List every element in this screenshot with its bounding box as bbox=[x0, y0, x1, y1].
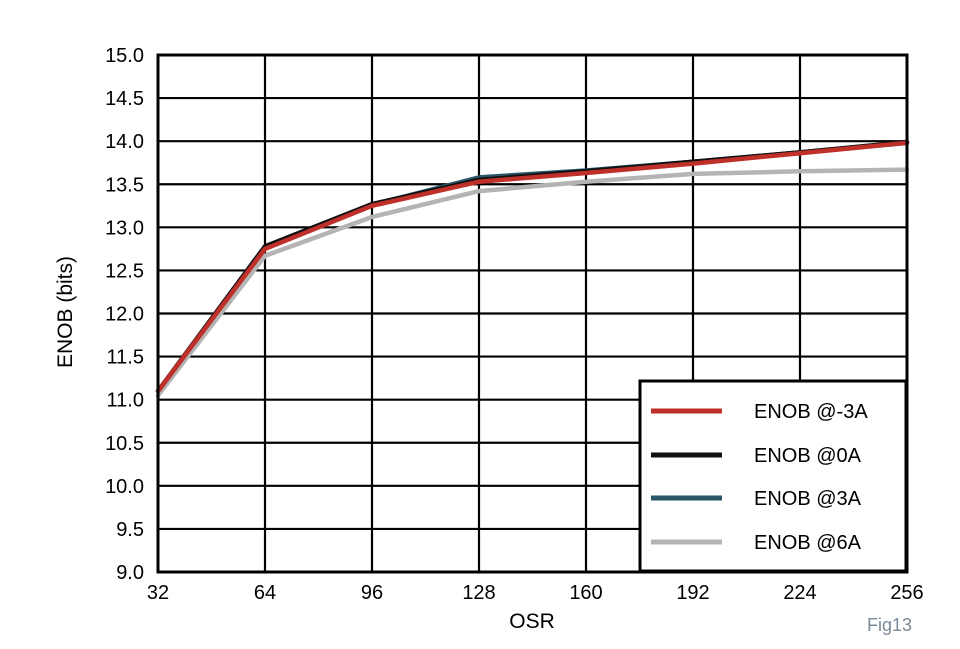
y-tick-label: 11.0 bbox=[107, 390, 144, 412]
figure-label: Fig13 bbox=[867, 615, 912, 635]
legend-item: ENOB @6A bbox=[651, 532, 862, 554]
series-line bbox=[155, 167, 910, 398]
legend-item: ENOB @3A bbox=[651, 488, 862, 510]
y-axis-title: ENOB (bits) bbox=[54, 256, 77, 368]
y-tick-labels: 9.0 9.5 10.0 10.5 11.0 11.5 12.0 12.5 13.0 13.5 14… bbox=[105, 45, 144, 584]
y-tick-label: 14.5 bbox=[105, 88, 144, 110]
y-tick-label: 14.0 bbox=[105, 131, 144, 153]
x-tick-label: 224 bbox=[783, 582, 816, 604]
x-axis-title: OSR bbox=[509, 610, 555, 633]
x-tick-label: 96 bbox=[361, 582, 383, 604]
plot-frame bbox=[156, 53, 909, 574]
y-tick-label: 11.5 bbox=[107, 347, 144, 369]
y-tick-label: 9.0 bbox=[116, 562, 144, 584]
x-tick-label: 256 bbox=[890, 582, 923, 604]
x-tick-label: 160 bbox=[569, 582, 602, 604]
x-tick-label: 32 bbox=[147, 582, 169, 604]
y-tick-label: 13.5 bbox=[105, 174, 144, 196]
series-line bbox=[155, 140, 910, 394]
legend-item: ENOB @-3A bbox=[651, 401, 868, 423]
legend-label: ENOB @3A bbox=[754, 488, 862, 510]
y-tick-label: 12.5 bbox=[105, 260, 144, 282]
legend-label: ENOB @6A bbox=[754, 532, 862, 554]
legend-item: ENOB @0A bbox=[651, 445, 862, 467]
x-tick-labels: 32 64 96 128 160 192 224 256 bbox=[147, 582, 924, 604]
y-tick-label: 9.5 bbox=[116, 519, 144, 541]
y-tick-label: 12.0 bbox=[105, 304, 144, 326]
x-tick-label: 192 bbox=[676, 582, 709, 604]
legend-label: ENOB @-3A bbox=[754, 401, 868, 423]
series-layer bbox=[155, 139, 910, 398]
x-tick-label: 64 bbox=[254, 582, 276, 604]
legend: ENOB @-3A ENOB @0A ENOB @3A ENOB @6A bbox=[638, 379, 908, 573]
y-tick-label: 15.0 bbox=[105, 45, 144, 67]
x-tick-label: 128 bbox=[462, 582, 495, 604]
y-tick-label: 10.5 bbox=[105, 433, 144, 455]
series-line bbox=[155, 140, 910, 394]
legend-label: ENOB @0A bbox=[754, 445, 862, 467]
y-tick-label: 13.0 bbox=[105, 217, 144, 239]
y-tick-label: 10.0 bbox=[105, 476, 144, 498]
